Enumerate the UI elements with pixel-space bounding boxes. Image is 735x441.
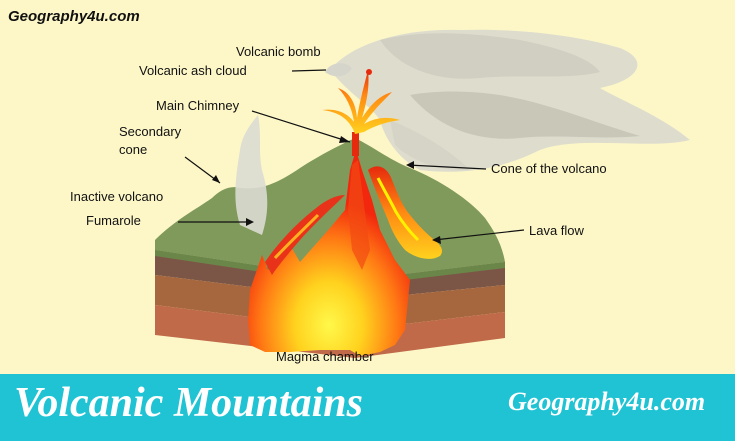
lava-flow — [368, 166, 443, 259]
leader-arrowheads — [212, 136, 441, 244]
label-volcanic-bomb: Volcanic bomb — [236, 44, 321, 59]
brand-logo-text: Geography4u.com — [8, 8, 140, 25]
label-secondary-cone-line2: cone — [119, 142, 148, 157]
fumarole-smoke — [235, 115, 268, 235]
leader-lines — [178, 69, 525, 241]
label-main-chimney: Main Chimney — [156, 98, 240, 113]
label-lava-flow: Lava flow — [529, 223, 584, 238]
banner-title: Volcanic Mountains — [14, 380, 363, 426]
label-fumarole: Fumarole — [86, 213, 141, 228]
lava-flow-core — [376, 177, 420, 242]
secondary-channel-glow — [273, 213, 320, 260]
title-banner — [0, 374, 735, 441]
label-volcanic-ash-cloud: Volcanic ash cloud — [139, 63, 247, 78]
leader-cone — [407, 164, 487, 170]
smoke-puff — [325, 63, 352, 77]
secondary-channel — [265, 195, 345, 275]
leader-ash-cloud — [291, 69, 327, 72]
label-magma-chamber: Magma chamber — [276, 349, 374, 364]
label-inactive-volcano: Inactive volcano — [70, 189, 164, 204]
main-conduit — [348, 160, 370, 270]
leader-main-chimney — [251, 110, 351, 143]
leader-lava-flow — [433, 229, 525, 241]
label-secondary-cone-line1: Secondary — [119, 124, 182, 139]
magma-chamber — [248, 150, 410, 356]
mountain-base-edge — [155, 250, 505, 286]
ash-cloud — [330, 29, 690, 172]
eruption — [322, 69, 400, 156]
label-cone-of-the-volcano: Cone of the volcano — [491, 161, 607, 176]
banner-site: Geography4u.com — [508, 387, 706, 416]
